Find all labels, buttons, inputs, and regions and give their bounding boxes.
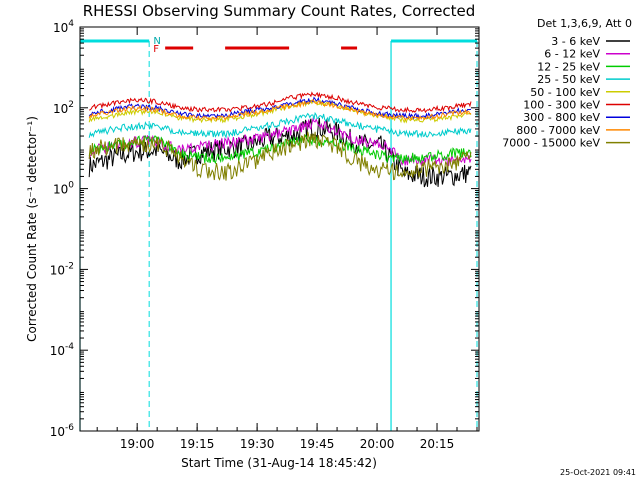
series-line-3 (88, 111, 472, 139)
series-layer (88, 91, 472, 188)
legend-label-0: 3 - 6 keV (551, 35, 600, 48)
plot-frame (79, 26, 480, 432)
x-tick-label-4: 20:00 (360, 437, 395, 451)
x-tick-label-0: 19:00 (120, 437, 155, 451)
timestamp: 25-Oct-2021 09:41 (560, 468, 636, 477)
axis-layer: 19:00 19:15 19:30 19:45 20:00 20:15 10-6 10-4 10… (50, 19, 479, 451)
x-tick-label-2: 19:30 (240, 437, 275, 451)
y-tick-label-0: 10-6 (50, 423, 75, 439)
x-tick-label-1: 19:15 (180, 437, 215, 451)
series-line-0 (88, 117, 472, 188)
y-tick-label-5: 104 (53, 19, 74, 35)
night-intervals: N (79, 36, 478, 431)
flare-flags: F (153, 44, 358, 55)
legend-header: Det 1,3,6,9, Att 0 (537, 17, 632, 30)
legend-label-7: 800 - 7000 keV (516, 124, 600, 137)
legend-label-5: 100 - 300 keV (523, 99, 600, 112)
series-line-1 (88, 117, 472, 167)
y-tick-label-2: 10-2 (50, 261, 74, 277)
legend-label-4: 50 - 100 keV (530, 86, 600, 99)
legend-label-3: 25 - 50 keV (537, 73, 600, 86)
legend-label-6: 300 - 800 keV (523, 111, 600, 124)
saa-marker-label: N (153, 36, 160, 47)
series-line-7 (88, 99, 472, 122)
x-axis-label: Start Time (31-Aug-14 18:45:42) (181, 456, 377, 470)
legend-label-2: 12 - 25 keV (537, 60, 600, 73)
chart-title: RHESSI Observing Summary Count Rates, Co… (83, 2, 476, 20)
y-tick-label-1: 10-4 (50, 342, 75, 358)
x-tick-label-5: 20:15 (420, 437, 455, 451)
y-tick-label-4: 102 (53, 100, 74, 116)
x-tick-label-3: 19:45 (300, 437, 335, 451)
flare-marker-label: F (153, 44, 159, 55)
y-tick-label-3: 100 (53, 181, 74, 197)
legend-label-1: 6 - 12 keV (544, 48, 600, 61)
series-line-5 (88, 91, 472, 114)
series-line-8 (88, 131, 472, 181)
legend-label-8: 7000 - 15000 keV (502, 137, 600, 150)
y-axis-label: Corrected Count Rate (s⁻¹ detector⁻¹) (25, 116, 39, 342)
